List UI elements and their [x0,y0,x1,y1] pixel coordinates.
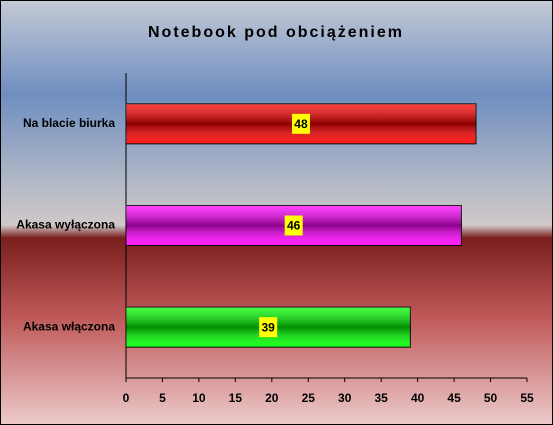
value-label-box [259,317,278,338]
x-tick-label: 15 [229,391,243,405]
x-tick-label: 0 [123,391,130,405]
x-tick-label: 50 [484,391,498,405]
x-tick-label: 45 [447,391,461,405]
x-tick-label: 5 [159,391,166,405]
x-tick-label: 35 [375,391,389,405]
value-label-box [284,215,303,236]
x-tick-label: 30 [338,391,352,405]
value-label-box [291,113,310,134]
value-label: 46 [287,219,301,233]
x-tick-label: 40 [411,391,425,405]
x-tick-label: 10 [192,391,206,405]
value-label: 48 [294,117,308,131]
y-tick-label: Akasa wyłączona [16,218,115,232]
x-tick-label: 25 [302,391,316,405]
y-tick-label: Akasa włączona [23,319,115,333]
chart-title: Notebook pod obciążeniem [148,24,404,41]
value-label: 39 [261,320,275,334]
x-tick-label: 20 [265,391,279,405]
y-tick-label: Na blacie biurka [23,116,115,130]
x-tick-label: 55 [520,391,534,405]
